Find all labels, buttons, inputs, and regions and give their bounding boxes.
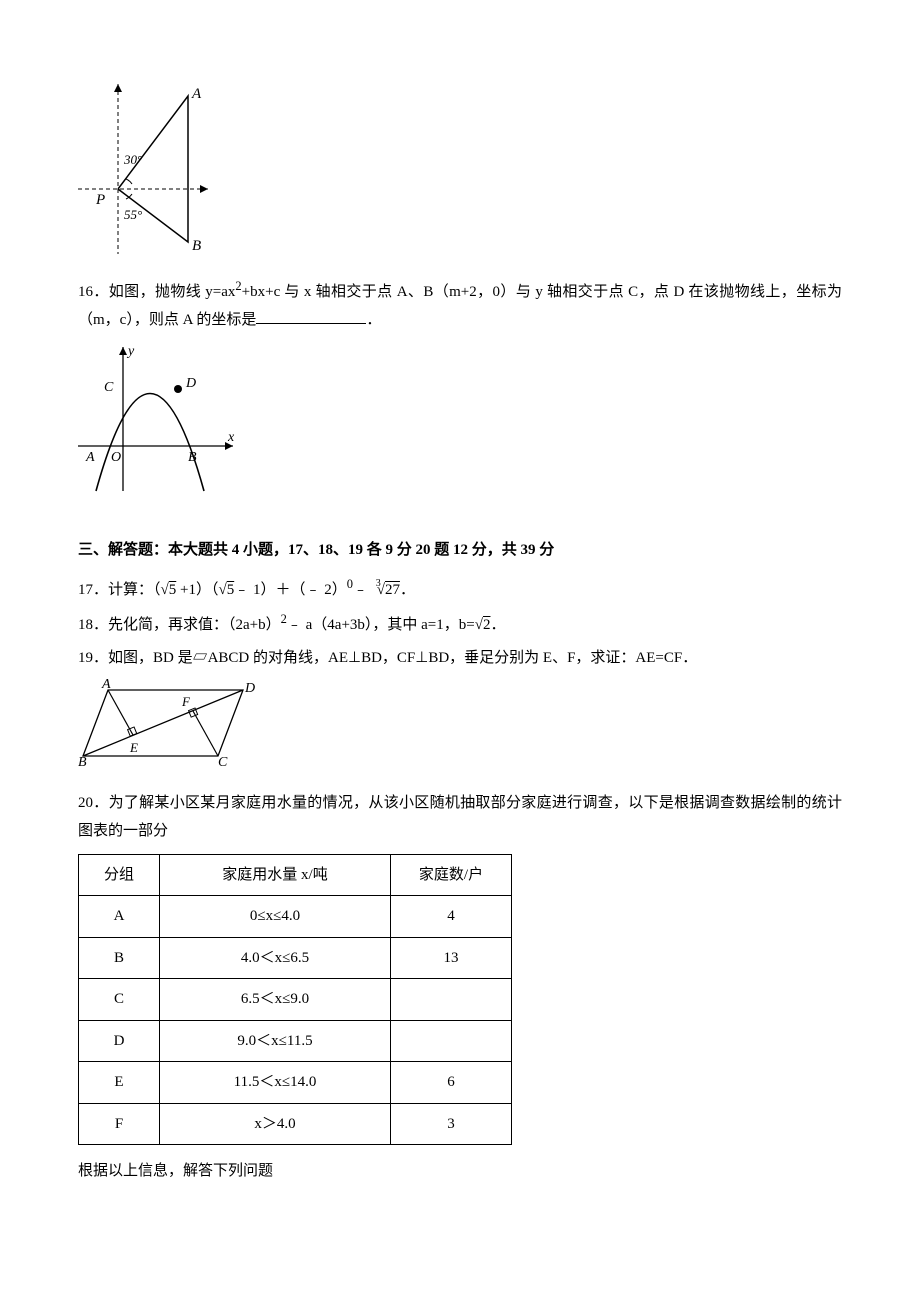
td: 3 <box>391 1103 512 1145</box>
q17-mid1: +1）（ <box>176 582 218 598</box>
q17: 17．计算：（√5 +1）（√5﹣ 1）＋（﹣ 2）0﹣ 3√27． <box>78 573 842 605</box>
td: 4.0＜x≤6.5 <box>160 937 391 979</box>
label-30: 30° <box>123 152 142 167</box>
label-C: C <box>104 380 114 395</box>
label-55: 55° <box>124 207 142 222</box>
label-D3: D <box>244 681 255 696</box>
label-A3: A <box>101 678 111 692</box>
table-row: A 0≤x≤4.0 4 <box>79 896 512 938</box>
td: E <box>79 1062 160 1104</box>
q19: 19．如图，BD 是▱ABCD 的对角线，AE⊥BD，CF⊥BD，垂足分别为 E… <box>78 644 842 673</box>
table-row: D 9.0＜x≤11.5 <box>79 1020 512 1062</box>
fig-q15: A B P 30° 55° <box>78 84 842 265</box>
table-q20: 分组 家庭用水量 x/吨 家庭数/户 A 0≤x≤4.0 4 B 4.0＜x≤6… <box>78 854 512 1146</box>
td: 13 <box>391 937 512 979</box>
table-row: E 11.5＜x≤14.0 6 <box>79 1062 512 1104</box>
td: 11.5＜x≤14.0 <box>160 1062 391 1104</box>
td <box>391 979 512 1021</box>
label-D: D <box>185 376 196 391</box>
sqrt-2: √2 <box>475 617 491 633</box>
section3-header: 三、解答题：本大题共 4 小题，17、18、19 各 9 分 20 题 12 分… <box>78 536 842 565</box>
label-x: x <box>227 430 235 445</box>
q17-mid3: ﹣ <box>353 582 372 598</box>
label-A: A <box>191 86 202 102</box>
td: 6.5＜x≤9.0 <box>160 979 391 1021</box>
q18-suffix: ． <box>490 617 505 633</box>
label-y: y <box>126 344 135 359</box>
q17-prefix: 17．计算：（ <box>78 582 161 598</box>
fig-q19: A D B C E F <box>78 678 842 779</box>
q18-prefix: 18．先化简，再求值：（2a+b） <box>78 617 281 633</box>
q16-blank <box>256 308 366 324</box>
th-count: 家庭数/户 <box>391 854 512 896</box>
label-O: O <box>111 450 121 465</box>
table-row: F x＞4.0 3 <box>79 1103 512 1145</box>
page: A B P 30° 55° 16．如图，抛物线 y=ax2+bx+c 与 x 轴… <box>0 0 920 1230</box>
label-C3: C <box>218 755 228 768</box>
fig-q16: x y A O B C D <box>78 341 842 507</box>
label-B: B <box>192 238 201 254</box>
label-B3: B <box>78 755 87 768</box>
q18: 18．先化简，再求值：（2a+b）2﹣ a（4a+3b），其中 a=1，b=√2… <box>78 608 842 640</box>
td: D <box>79 1020 160 1062</box>
sqrt-5b: √5 <box>218 582 234 598</box>
td: A <box>79 896 160 938</box>
q20-footer: 根据以上信息，解答下列问题 <box>78 1157 842 1186</box>
fig-q19-svg: A D B C E F <box>78 678 258 768</box>
td: 0≤x≤4.0 <box>160 896 391 938</box>
td: F <box>79 1103 160 1145</box>
q18-mid: ﹣ a（4a+3b），其中 a=1，b= <box>287 617 475 633</box>
fig-q16-svg: x y A O B C D <box>78 341 243 496</box>
cbrt: 3√27 <box>372 582 400 598</box>
q20: 20．为了解某小区某月家庭用水量的情况，从该小区随机抽取部分家庭进行调查，以下是… <box>78 789 842 846</box>
q17-suffix: ． <box>400 582 415 598</box>
label-F: F <box>181 694 191 709</box>
q16-text: 16．如图，抛物线 y=ax2+bx+c 与 x 轴相交于点 A、B（m+2，0… <box>78 275 842 335</box>
fig-q15-svg: A B P 30° 55° <box>78 84 208 254</box>
td: x＞4.0 <box>160 1103 391 1145</box>
table-row: B 4.0＜x≤6.5 13 <box>79 937 512 979</box>
table-header-row: 分组 家庭用水量 x/吨 家庭数/户 <box>79 854 512 896</box>
q17-mid2: ﹣ 1）＋（﹣ 2） <box>234 582 347 598</box>
td: 9.0＜x≤11.5 <box>160 1020 391 1062</box>
q16-period: ． <box>366 312 381 328</box>
label-B2: B <box>188 450 197 465</box>
q16-part1: 16．如图，抛物线 y=ax <box>78 284 235 300</box>
td: C <box>79 979 160 1021</box>
table-row: C 6.5＜x≤9.0 <box>79 979 512 1021</box>
td <box>391 1020 512 1062</box>
td: 4 <box>391 896 512 938</box>
label-A2: A <box>85 450 95 465</box>
label-E: E <box>129 740 138 755</box>
label-P: P <box>95 192 105 208</box>
td: 6 <box>391 1062 512 1104</box>
th-group: 分组 <box>79 854 160 896</box>
sqrt-5a: √5 <box>161 582 177 598</box>
td: B <box>79 937 160 979</box>
th-range: 家庭用水量 x/吨 <box>160 854 391 896</box>
